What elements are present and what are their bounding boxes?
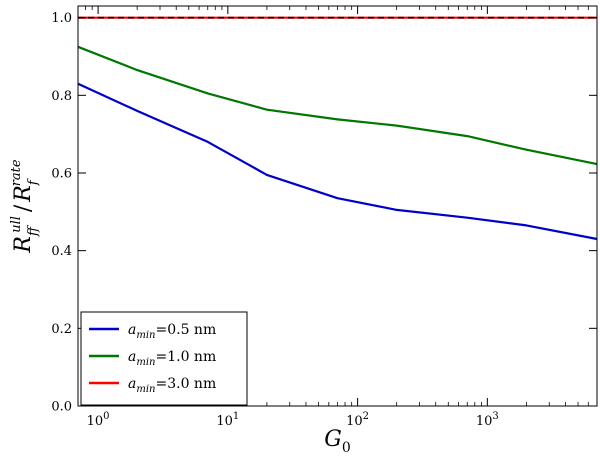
y-tick-label: 0.6: [51, 166, 72, 181]
y-axis-label: Rffull/Rfrate: [9, 159, 41, 254]
series-line-2: [77, 45, 598, 166]
y-tick-label: 0.8: [51, 89, 72, 104]
axis-labels: G0 Rffull/Rfrate: [9, 159, 351, 456]
legend-label: amin=3.0 nm: [128, 376, 216, 395]
x-tick-label: 103: [476, 411, 499, 429]
legend-label: amin=0.5 nm: [128, 322, 216, 341]
legend: amin=0.5 nm amin=1.0 nm amin=3.0 nm: [80, 311, 248, 406]
y-tick-label: 0.2: [51, 322, 72, 337]
y-tick-label: 1.0: [51, 11, 72, 26]
x-tick-label: 100: [87, 411, 110, 429]
y-tick-label: 0.0: [51, 400, 72, 415]
ticks-layer: 0.0 0.2 0.4 0.6 0.8 1.0 100 101 102 103: [51, 6, 598, 429]
legend-label: amin=1.0 nm: [128, 349, 216, 368]
series-line-1: [77, 82, 598, 241]
x-tick-label: 102: [346, 411, 369, 429]
legend-box: [80, 311, 248, 406]
series-layer: [77, 16, 598, 241]
x-axis-label: G0: [324, 427, 351, 456]
x-tick-label: 101: [216, 411, 239, 429]
y-tick-label: 0.4: [51, 244, 72, 259]
